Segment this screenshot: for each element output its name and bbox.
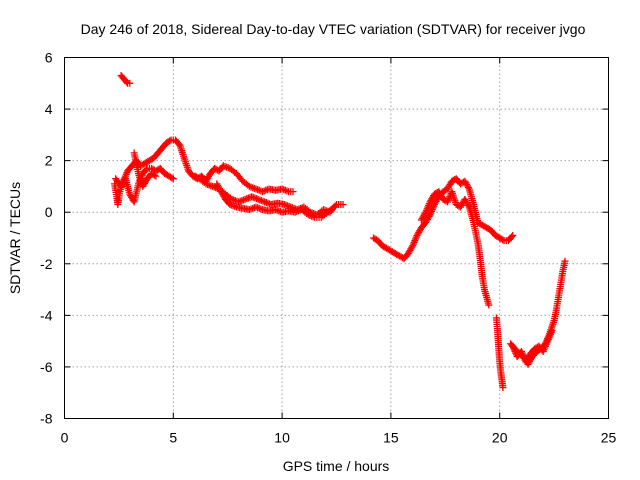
y-tick-label: 0: [45, 204, 53, 220]
y-tick-label: -6: [40, 359, 53, 375]
data-point: [166, 137, 174, 145]
axis-ticks: 0 5 10 15 20 25 -8 -6 -4 -2 0 2 4 6: [40, 50, 616, 446]
data-point: [499, 236, 507, 244]
data-point: [126, 79, 134, 87]
data-point: [262, 199, 270, 207]
data-point: [152, 172, 160, 180]
x-tick-label: 15: [383, 430, 399, 446]
data-point: [561, 257, 569, 265]
data-point: [123, 78, 131, 86]
data-point: [289, 188, 297, 196]
data-point: [280, 186, 288, 194]
y-tick-label: -4: [40, 307, 53, 323]
data-point: [464, 202, 472, 210]
y-tick-label: -2: [40, 256, 53, 272]
data-point: [421, 210, 429, 218]
chart-title: Day 246 of 2018, Sidereal Day-to-day VTE…: [81, 21, 586, 37]
data-point: [142, 166, 150, 174]
data-point: [408, 243, 416, 251]
y-tick-label: 6: [45, 50, 53, 66]
data-point: [464, 183, 472, 191]
data-point: [150, 171, 158, 179]
y-tick-label: -8: [40, 411, 53, 427]
data-point: [254, 186, 262, 194]
data-point: [499, 384, 507, 392]
plot-frame: [64, 57, 609, 419]
x-tick-label: 25: [601, 430, 617, 446]
x-tick-label: 10: [274, 430, 290, 446]
data-point: [548, 327, 556, 335]
data-point: [329, 204, 337, 212]
x-tick-label: 20: [492, 430, 508, 446]
data-point: [228, 201, 236, 209]
data-point: [304, 211, 312, 219]
data-point: [339, 200, 347, 208]
data-point: [485, 301, 493, 309]
x-tick-label: 5: [169, 430, 177, 446]
data-point: [425, 212, 433, 220]
data-point: [169, 175, 177, 183]
data-point: [509, 231, 517, 239]
data-point: [254, 204, 262, 212]
data-points: [111, 72, 569, 392]
y-tick-label: 4: [45, 101, 53, 117]
data-point: [168, 174, 176, 182]
data-point: [508, 233, 516, 241]
grid-lines: [64, 57, 609, 419]
data-point: [249, 204, 257, 212]
y-axis-label: SDTVAR / TECUs: [7, 182, 23, 294]
data-point: [330, 203, 338, 211]
x-axis-label: GPS time / hours: [283, 458, 390, 474]
x-tick-label: 0: [61, 430, 69, 446]
data-point: [262, 186, 270, 194]
data-point: [282, 201, 290, 209]
y-tick-label: 2: [45, 153, 53, 169]
